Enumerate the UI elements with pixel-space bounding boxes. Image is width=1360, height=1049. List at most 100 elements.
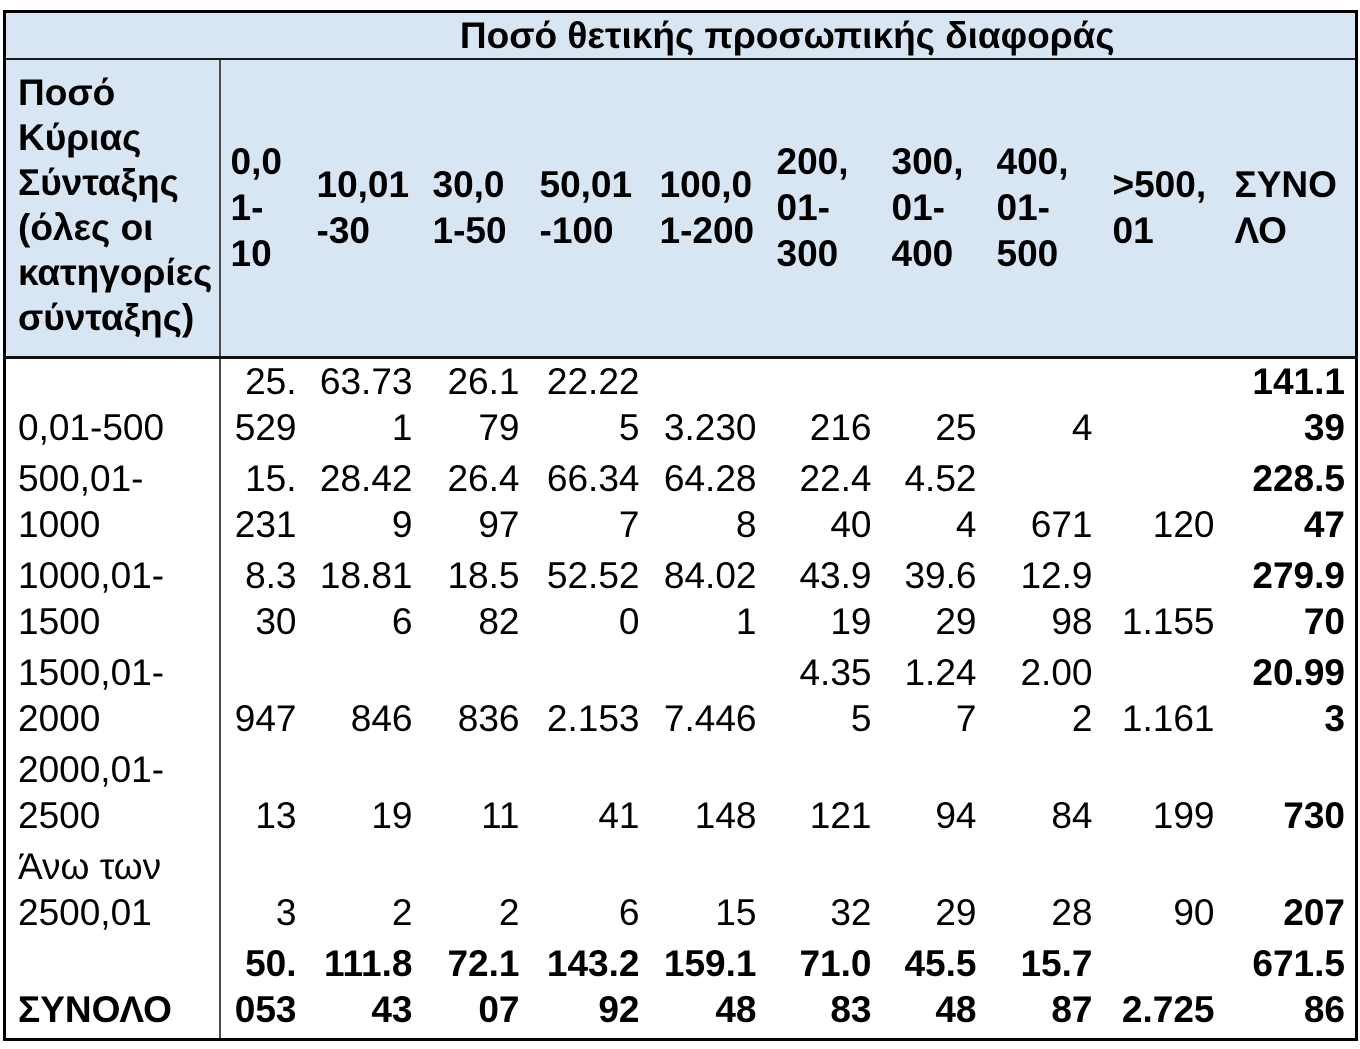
data-cell: 2.153 [546, 698, 640, 739]
row-label: 1500,01- 2000 [4, 650, 221, 747]
column-header-0,01-10: 0,0 1- 10 [219, 59, 307, 359]
data-cell: 13 [255, 795, 297, 836]
data-cell: 25 [935, 407, 977, 448]
data-cell: 18.5 82 [447, 555, 520, 642]
data-cell: 216 [809, 407, 872, 448]
table-row-0,01-500: 0,01-500 25. 529 63.73 1 26.1 79 22.22 5 3.23… [4, 357, 1357, 457]
data-cell: 84.02 1 [663, 555, 757, 642]
data-cell: 72.1 07 [447, 943, 520, 1030]
data-cell: 8.3 30 [245, 555, 297, 642]
data-cell: 45.5 48 [904, 943, 977, 1030]
data-cell: 2.725 [1121, 989, 1215, 1030]
table-row-Άνω των 2500,01: Άνω των 2500,01 3 2 2 6 15 32 29 28 90 207 [4, 844, 1357, 941]
column-header-200,01-300: 200, 01- 300 [766, 59, 882, 359]
data-cell: 3.230 [663, 407, 757, 448]
column-header-400,01-500: 400, 01- 500 [986, 59, 1103, 359]
data-cell: 26.1 79 [447, 361, 520, 448]
data-cell: 19 [371, 795, 413, 836]
row-label: 0,01-500 [4, 357, 221, 456]
table-row-2000,01-2500: 2000,01- 2500 13 19 11 41 148 121 94 84 199 730 [4, 747, 1357, 844]
data-cell: 120 [1152, 504, 1215, 545]
data-cell: 4.52 4 [904, 458, 977, 545]
data-cell: 2 [498, 892, 520, 933]
data-cell: 50. 053 [234, 943, 297, 1030]
data-cell: 1.161 [1121, 698, 1215, 739]
data-cell: 846 [350, 698, 413, 739]
data-cell: 2 [391, 892, 413, 933]
data-cell: 1.155 [1121, 601, 1215, 642]
data-cell: 148 [694, 795, 757, 836]
data-cell: 28.42 9 [319, 458, 413, 545]
data-cell: 730 [1283, 795, 1345, 836]
column-header-ΣΥΝΟΛΟ: ΣΥΝΟ ΛΟ [1224, 59, 1357, 359]
table-title-row: Ποσό θετικής προσωπικής διαφοράς [4, 11, 1357, 60]
data-cell: 12.9 98 [1020, 555, 1093, 642]
column-header-50,01-100: 50,01 -100 [529, 59, 650, 359]
data-cell: 41 [598, 795, 640, 836]
data-cell [1103, 358, 1225, 457]
data-cell: 15 [715, 892, 757, 933]
data-cell: 26.4 97 [447, 458, 520, 545]
row-label: 2000,01- 2500 [4, 747, 221, 844]
column-header-100,01-200: 100,0 1-200 [649, 59, 767, 359]
data-cell: 20.99 3 [1252, 652, 1345, 739]
row-label: Άνω των 2500,01 [4, 844, 221, 941]
data-cell: 90 [1173, 892, 1215, 933]
data-cell: 22.4 40 [799, 458, 872, 545]
data-cell: 2.00 2 [1020, 652, 1093, 739]
data-cell: 141.1 39 [1252, 361, 1345, 448]
row-label: 1000,01- 1500 [4, 553, 221, 650]
data-cell: 63.73 1 [319, 361, 413, 448]
table-row-500,01-1000: 500,01- 1000 15. 231 28.42 9 26.4 97 66.34 7… [4, 456, 1357, 553]
data-cell: 4 [1071, 407, 1093, 448]
data-cell: 279.9 70 [1252, 555, 1345, 642]
data-cell: 25. 529 [234, 361, 297, 448]
data-cell: 43.9 19 [799, 555, 872, 642]
data-cell: 84 [1051, 795, 1093, 836]
pension-difference-table: Ποσό θετικής προσωπικής διαφοράς Ποσό Κύ… [3, 10, 1358, 1041]
table-body: 0,01-500 25. 529 63.73 1 26.1 79 22.22 5 3.23… [4, 357, 1357, 1040]
data-cell: 29 [935, 892, 977, 933]
column-header-30,01-50: 30,0 1-50 [422, 59, 530, 359]
data-cell: 159.1 48 [663, 943, 757, 1030]
data-cell: 15. 231 [234, 458, 297, 545]
data-cell: 207 [1283, 892, 1345, 933]
data-cell: 947 [234, 698, 297, 739]
row-dimension-header: Ποσό Κύριας Σύνταξης (όλες οι κατηγορίες… [4, 59, 221, 359]
data-cell: 11 [481, 795, 520, 836]
data-cell: 671 [1030, 504, 1093, 545]
column-header->500,01: >500, 01 [1102, 59, 1225, 359]
data-cell: 15.7 87 [1020, 943, 1093, 1030]
data-cell: 121 [809, 795, 872, 836]
data-cell: 32 [830, 892, 872, 933]
data-cell: 28 [1051, 892, 1093, 933]
data-cell: 1.24 7 [904, 652, 977, 739]
title-row-corner-spacer [4, 11, 220, 60]
data-cell: 111.8 43 [323, 943, 413, 1030]
data-cell: 4.35 5 [799, 652, 872, 739]
data-cell: 94 [935, 795, 977, 836]
data-cell: 71.0 83 [799, 943, 872, 1030]
data-cell: 143.2 92 [546, 943, 640, 1030]
data-cell: 18.81 6 [319, 555, 413, 642]
data-cell: 39.6 29 [904, 555, 977, 642]
data-cell: 836 [457, 698, 520, 739]
column-header-row: Ποσό Κύριας Σύνταξης (όλες οι κατηγορίες… [4, 59, 1357, 359]
column-header-10,01-30: 10,01 -30 [306, 59, 423, 359]
column-header-300,01-400: 300, 01- 400 [881, 59, 987, 359]
data-cell: 22.22 5 [546, 361, 640, 448]
total-row: ΣΥΝΟΛΟ 50. 053 111.8 43 72.1 07 143.2 92 159.… [4, 941, 1357, 1040]
data-cell: 64.28 8 [663, 458, 757, 545]
table-title: Ποσό θετικής προσωπικής διαφοράς [219, 11, 1357, 60]
data-cell: 7.446 [663, 698, 757, 739]
data-cell: 199 [1152, 795, 1215, 836]
data-cell: 6 [618, 892, 640, 933]
data-cell: 228.5 47 [1252, 458, 1345, 545]
row-label: ΣΥΝΟΛΟ [4, 941, 221, 1040]
data-cell: 671.5 86 [1252, 943, 1345, 1030]
data-cell: 52.52 0 [546, 555, 640, 642]
row-label: 500,01- 1000 [4, 456, 221, 553]
table-row-1500,01-2000: 1500,01- 2000 947 846 836 2.153 7.446 4.35 5 1.… [4, 650, 1357, 747]
data-cell: 3 [275, 892, 297, 933]
data-cell: 66.34 7 [546, 458, 640, 545]
